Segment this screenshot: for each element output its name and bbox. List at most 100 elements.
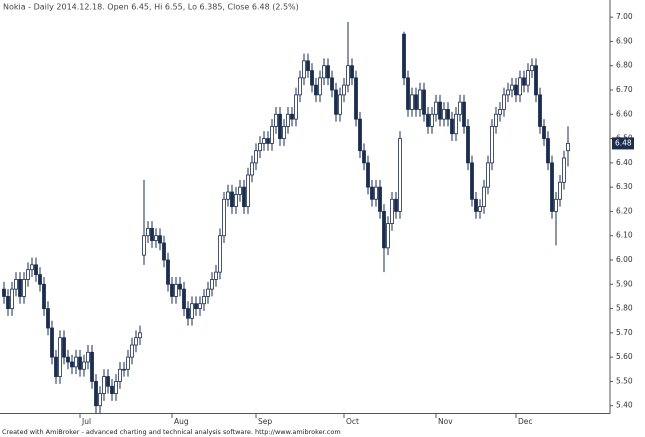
candle-body: [266, 138, 270, 144]
candle-body: [418, 89, 422, 110]
y-tick-label: 6.60: [616, 109, 633, 118]
candle-body: [470, 162, 474, 200]
candle-body: [314, 84, 318, 96]
candle-body: [42, 283, 46, 309]
candle-body: [346, 65, 350, 86]
y-tick-label: 5.70: [616, 328, 633, 337]
candle-body: [174, 283, 178, 297]
candle-body: [170, 283, 174, 297]
candle-body: [14, 279, 18, 290]
candle-body: [550, 162, 554, 212]
candle-body: [134, 337, 138, 346]
candle-body: [38, 274, 42, 285]
candle-body: [114, 381, 118, 394]
candle-body: [58, 337, 62, 377]
candle-body: [142, 235, 146, 256]
candle-body: [242, 186, 246, 207]
candle-body: [286, 113, 290, 127]
candle-body: [278, 113, 282, 139]
candle-body: [486, 162, 490, 188]
footer: Created with AmiBroker - advanced charti…: [2, 428, 341, 436]
candle-body: [318, 77, 322, 96]
candle-body: [334, 89, 338, 115]
candle-body: [50, 327, 54, 358]
candle-body: [110, 385, 114, 394]
candle-body: [106, 376, 110, 387]
candle-body: [178, 283, 182, 290]
candle-body: [186, 308, 190, 319]
candle-body: [10, 288, 14, 309]
candle-body: [138, 332, 142, 339]
candle-body: [434, 101, 438, 115]
candle-body: [26, 269, 30, 280]
candle-body: [102, 376, 106, 394]
candle-body: [126, 356, 130, 370]
candle-body: [522, 77, 526, 86]
candle-body: [338, 94, 342, 115]
candle-body: [258, 143, 262, 152]
candle-body: [130, 344, 134, 358]
candle-body: [238, 186, 242, 195]
candle-body: [426, 113, 430, 127]
candle-body: [254, 150, 258, 164]
candle-body: [322, 65, 326, 79]
candle-body: [94, 381, 98, 407]
candle-body: [390, 198, 394, 224]
y-tick-label: 6.80: [616, 61, 633, 70]
candle-body: [362, 150, 366, 164]
candle-body: [566, 143, 570, 152]
candle-body: [358, 118, 362, 152]
candle-body: [378, 186, 382, 212]
candle-body: [74, 356, 78, 368]
candle-body: [546, 138, 550, 164]
y-tick-label: 7.00: [616, 12, 633, 21]
candle-body: [374, 186, 378, 200]
candle-body: [538, 94, 542, 127]
candle-body: [54, 356, 58, 377]
candle-body: [530, 65, 534, 71]
candle-body: [326, 65, 330, 79]
candle-body: [246, 174, 250, 207]
candle-body: [450, 118, 454, 135]
candle-body: [198, 303, 202, 309]
candle-body: [438, 101, 442, 120]
candle-body: [394, 198, 398, 212]
candle-body: [270, 126, 274, 144]
candle-body: [234, 194, 238, 207]
candle-body: [190, 303, 194, 319]
candle-body: [250, 162, 254, 176]
candle-body: [342, 84, 346, 96]
candle-body: [386, 223, 390, 249]
y-tick-label: 6.70: [616, 85, 633, 94]
y-tick-label: 6.30: [616, 182, 633, 191]
y-tick-label: 6.20: [616, 206, 633, 215]
candle-body: [506, 89, 510, 96]
x-tick-label: Oct: [346, 417, 359, 426]
candle-body: [414, 94, 418, 110]
candle-body: [282, 126, 286, 139]
candle-body: [158, 235, 162, 244]
candle-body: [118, 368, 122, 382]
candle-body: [66, 356, 70, 363]
candle-body: [6, 296, 10, 309]
last-price-label: 6.48: [615, 138, 632, 147]
candle-body: [218, 235, 222, 273]
y-tick-label: 6.90: [616, 36, 633, 45]
x-tick-label: Sep: [258, 417, 272, 426]
candle-body: [510, 84, 514, 91]
candle-body: [382, 211, 386, 249]
candle-body: [542, 126, 546, 139]
candle-body: [446, 109, 450, 120]
candle-body: [18, 279, 22, 297]
candle-body: [354, 77, 358, 120]
candle-body: [230, 191, 234, 207]
candle-body: [290, 113, 294, 120]
candle-body: [406, 77, 410, 110]
x-tick-label: Dec: [518, 417, 533, 426]
candle-body: [554, 198, 558, 212]
y-tick-label: 5.60: [616, 352, 633, 361]
candle-body: [122, 368, 126, 371]
y-tick-label: 5.80: [616, 304, 633, 313]
candle-body: [214, 271, 218, 280]
candle-body: [302, 60, 306, 79]
